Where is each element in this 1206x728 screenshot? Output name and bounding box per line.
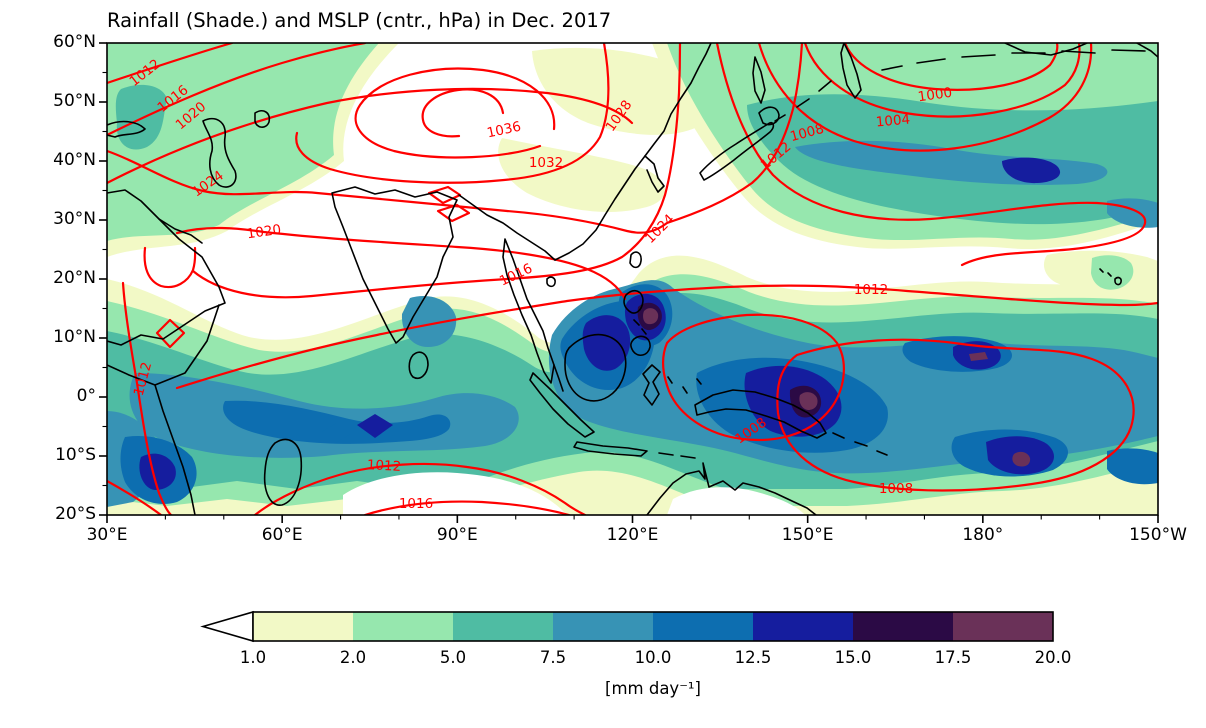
contour-label: 1016 <box>399 496 433 512</box>
colorbar-segment <box>353 612 453 641</box>
colorbar-segment <box>653 612 753 641</box>
x-tick-label: 60°E <box>261 525 303 545</box>
colorbar-tick-label: 5.0 <box>439 648 467 667</box>
colorbar-tick-label: 20.0 <box>1034 648 1072 667</box>
y-tick-label: 10°S <box>55 445 96 465</box>
colorbar-segment <box>753 612 853 641</box>
colorbar-tick-label: 2.0 <box>339 648 367 667</box>
y-tick-label: 30°N <box>53 209 96 229</box>
y-tick-label: 20°S <box>55 504 96 524</box>
x-tick-label: 90°E <box>436 525 478 545</box>
contour-label: 1012 <box>854 282 888 298</box>
contour-label: 1032 <box>529 155 563 171</box>
contour-label: 1008 <box>879 481 913 497</box>
rainfall-shading <box>107 43 1158 515</box>
contour-label: 1036 <box>486 119 523 142</box>
colorbar-border <box>252 611 1054 642</box>
colorbar-tick-label: 7.5 <box>539 648 567 667</box>
x-tick-label: 150°W <box>1129 525 1187 545</box>
contour-label: 1016 <box>497 260 535 289</box>
y-tick-label: 20°N <box>53 268 96 288</box>
colorbar-segment <box>853 612 953 641</box>
x-tick-label: 120°E <box>606 525 659 545</box>
colorbar-tick-label: 1.0 <box>239 648 267 667</box>
colorbar <box>200 610 1054 643</box>
colorbar-unit-label: [mm day⁻¹] <box>605 679 701 698</box>
y-tick-label: 40°N <box>53 150 96 170</box>
x-tick-label: 150°E <box>781 525 834 545</box>
colorbar-tick-label: 10.0 <box>634 648 672 667</box>
colorbar-tick-label: 12.5 <box>734 648 772 667</box>
x-tick-label: 180° <box>962 525 1004 545</box>
chart-title: Rainfall (Shade.) and MSLP (cntr., hPa) … <box>107 9 612 32</box>
colorbar-segment <box>253 612 353 641</box>
y-tick-label: 0° <box>76 386 96 406</box>
y-tick-label: 60°N <box>53 32 96 52</box>
x-tick-label: 30°E <box>86 525 128 545</box>
contour-label: 1004 <box>875 112 911 131</box>
colorbar-segment <box>453 612 553 641</box>
y-tick-label: 50°N <box>53 91 96 111</box>
y-tick-label: 10°N <box>53 327 96 347</box>
colorbar-under-arrow <box>200 610 254 643</box>
contour-label: 1024 <box>642 211 678 247</box>
colorbar-segment <box>553 612 653 641</box>
map-canvas: 1012101610201024102010361032102810001004… <box>107 43 1158 515</box>
colorbar-segment <box>953 612 1053 641</box>
colorbar-tick-label: 15.0 <box>834 648 872 667</box>
colorbar-tick-label: 17.5 <box>934 648 972 667</box>
contour-label: 1012 <box>366 457 401 475</box>
contour-label: 1020 <box>246 222 282 243</box>
